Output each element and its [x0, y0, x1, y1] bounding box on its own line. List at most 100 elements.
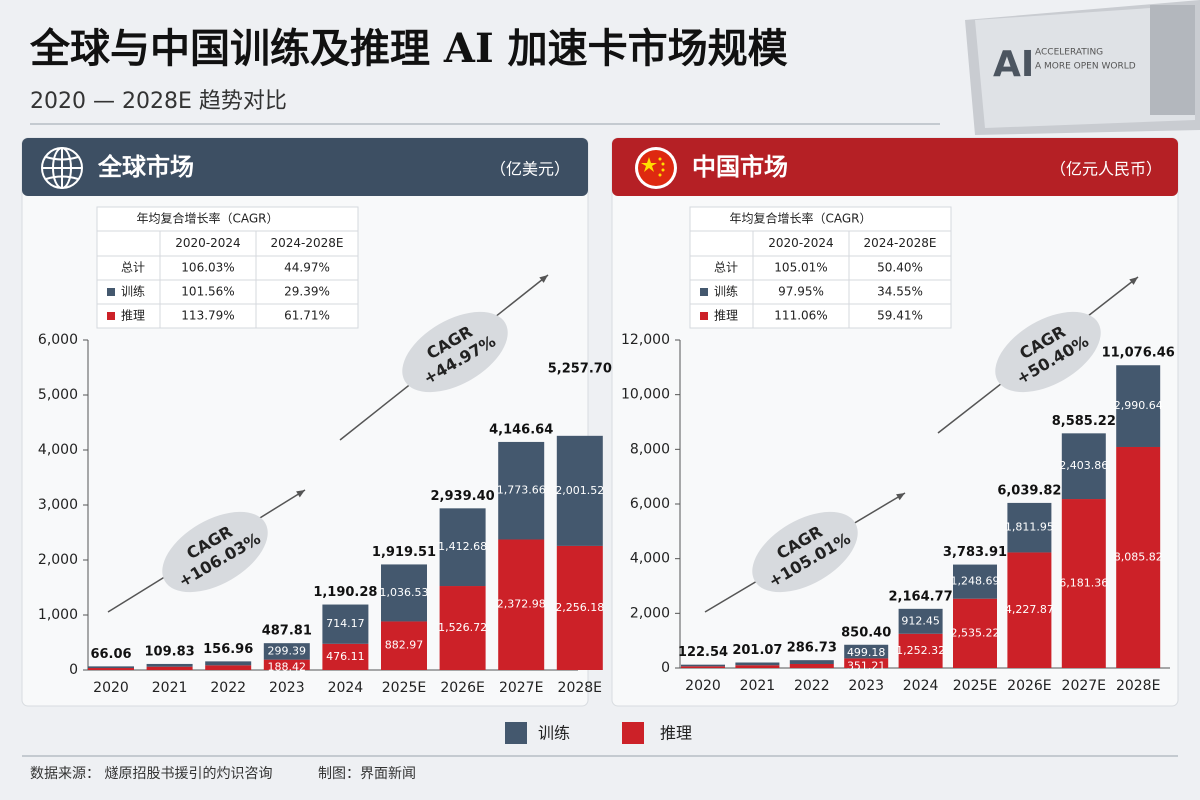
segment-label: 2,001.52 — [555, 484, 604, 497]
table-cell: 推理 — [714, 309, 738, 323]
bar-segment — [498, 441, 545, 540]
total-label: 1,919.51 — [372, 545, 436, 560]
y-tick-label: 5,000 — [38, 387, 78, 403]
table-swatch — [107, 312, 115, 320]
table-swatch — [107, 288, 115, 296]
page-title: 全球与中国训练及推理 AI 加速卡市场规模 — [29, 25, 788, 72]
x-tick-label: 2020 — [93, 680, 129, 696]
table-swatch — [700, 288, 708, 296]
bar-segment — [1061, 499, 1106, 668]
total-label: 201.07 — [732, 643, 782, 658]
panel-header — [22, 138, 588, 196]
segment-label: 882.97 — [385, 639, 424, 652]
total-label: 2,164.77 — [889, 589, 953, 604]
table-header: 2020-2024 — [175, 236, 240, 250]
legend-swatch — [622, 722, 644, 744]
y-tick-label: 12,000 — [621, 332, 670, 348]
table-header: 2024-2028E — [864, 236, 937, 250]
hero-tagline: ACCELERATING — [1035, 48, 1103, 58]
total-label: 1,190.28 — [313, 585, 377, 600]
legend-label: 推理 — [660, 724, 692, 743]
hero-image: AI ACCELERATING A MORE OPEN WORLD — [965, 0, 1200, 135]
bar-segment — [263, 643, 310, 660]
x-tick-label: 2025E — [382, 680, 426, 696]
table-cell: 113.79% — [181, 309, 234, 323]
y-tick-label: 0 — [661, 660, 670, 676]
bar-segment — [953, 564, 997, 599]
bar-segment — [681, 666, 725, 668]
y-tick-label: 10,000 — [621, 387, 670, 403]
bar-segment — [205, 665, 252, 670]
table-bg — [96, 206, 359, 329]
total-label: 5,257.70 — [548, 361, 612, 376]
segment-label: 2,990.64 — [1114, 399, 1163, 412]
panel-unit: （亿美元） — [490, 160, 570, 179]
bar-segment — [322, 604, 369, 644]
bar-segment — [789, 663, 834, 668]
table-cell: 总计 — [121, 261, 145, 275]
x-tick-label: 2023 — [848, 678, 884, 694]
table-header: 2020-2024 — [768, 236, 833, 250]
page-subtitle: 2020 — 2028E 趋势对比 — [30, 89, 287, 114]
table-bg — [689, 206, 952, 329]
bar-segment — [146, 663, 193, 667]
arrow-head — [296, 490, 305, 498]
segment-label: 499.18 — [847, 646, 886, 659]
total-label: 6,039.82 — [997, 483, 1061, 498]
x-tick-label: 2021 — [152, 680, 188, 696]
segment-label: 2,372.98 — [497, 598, 546, 611]
table-cell: 推理 — [121, 309, 145, 323]
bar-segment — [844, 644, 889, 659]
x-tick-label: 2021 — [740, 678, 776, 694]
arrow-head — [1129, 277, 1138, 285]
flag-icon — [635, 147, 677, 189]
x-tick-label: 2026E — [1007, 678, 1051, 694]
y-tick-label: 3,000 — [38, 497, 78, 513]
table-swatch — [700, 312, 708, 320]
badge-bg — [752, 511, 858, 593]
bar-segment — [556, 545, 603, 670]
table-header: 2024-2028E — [271, 236, 344, 250]
segment-label: 299.39 — [268, 644, 307, 657]
total-label: 4,146.64 — [489, 422, 553, 437]
hero-tagline: A MORE OPEN WORLD — [1035, 62, 1136, 72]
table-cell: 34.55% — [877, 285, 923, 299]
bar-segment — [681, 664, 725, 667]
total-label: 3,783.91 — [943, 545, 1007, 560]
bar-segment — [1116, 446, 1161, 668]
bar-segment — [844, 658, 889, 668]
x-tick-label: 2028E — [558, 680, 602, 696]
segment-label: 1,811.95 — [1005, 521, 1054, 534]
x-tick-label: 2020 — [685, 678, 721, 694]
bar-segment — [381, 564, 427, 622]
arrow-head — [896, 493, 905, 501]
y-tick-label: 2,000 — [630, 605, 670, 621]
table-cell: 训练 — [714, 284, 738, 299]
segment-label: 2,256.18 — [555, 601, 604, 614]
y-tick-label: 8,000 — [630, 441, 670, 457]
segment-label: 188.42 — [268, 661, 307, 674]
bar-segment — [898, 633, 943, 668]
bar-segment — [88, 668, 134, 670]
table-cell: 61.71% — [284, 309, 330, 323]
segment-label: 912.45 — [901, 614, 940, 627]
y-tick-label: 4,000 — [630, 551, 670, 567]
segment-label: 6,181.36 — [1059, 577, 1108, 590]
segment-label: 8,085.82 — [1114, 550, 1163, 563]
panel-unit: （亿元人民币） — [1050, 160, 1162, 179]
y-tick-label: 2,000 — [38, 552, 78, 568]
bar-segment — [1116, 365, 1161, 447]
total-label: 122.54 — [678, 645, 728, 660]
bar-segment — [88, 666, 134, 669]
badge-bg — [995, 311, 1101, 393]
bar-segment — [322, 643, 369, 670]
cagr-badge: CAGR+50.40% — [995, 311, 1101, 393]
bar-segment — [735, 665, 780, 668]
table-cell: 97.95% — [778, 285, 824, 299]
segment-label: 1,248.69 — [951, 575, 1000, 588]
table-title: 年均复合增长率（CAGR） — [729, 211, 871, 226]
table-cell: 总计 — [714, 261, 738, 275]
segment-label: 2,403.86 — [1059, 459, 1108, 472]
x-tick-label: 2024 — [903, 678, 939, 694]
bar-segment — [439, 586, 486, 670]
